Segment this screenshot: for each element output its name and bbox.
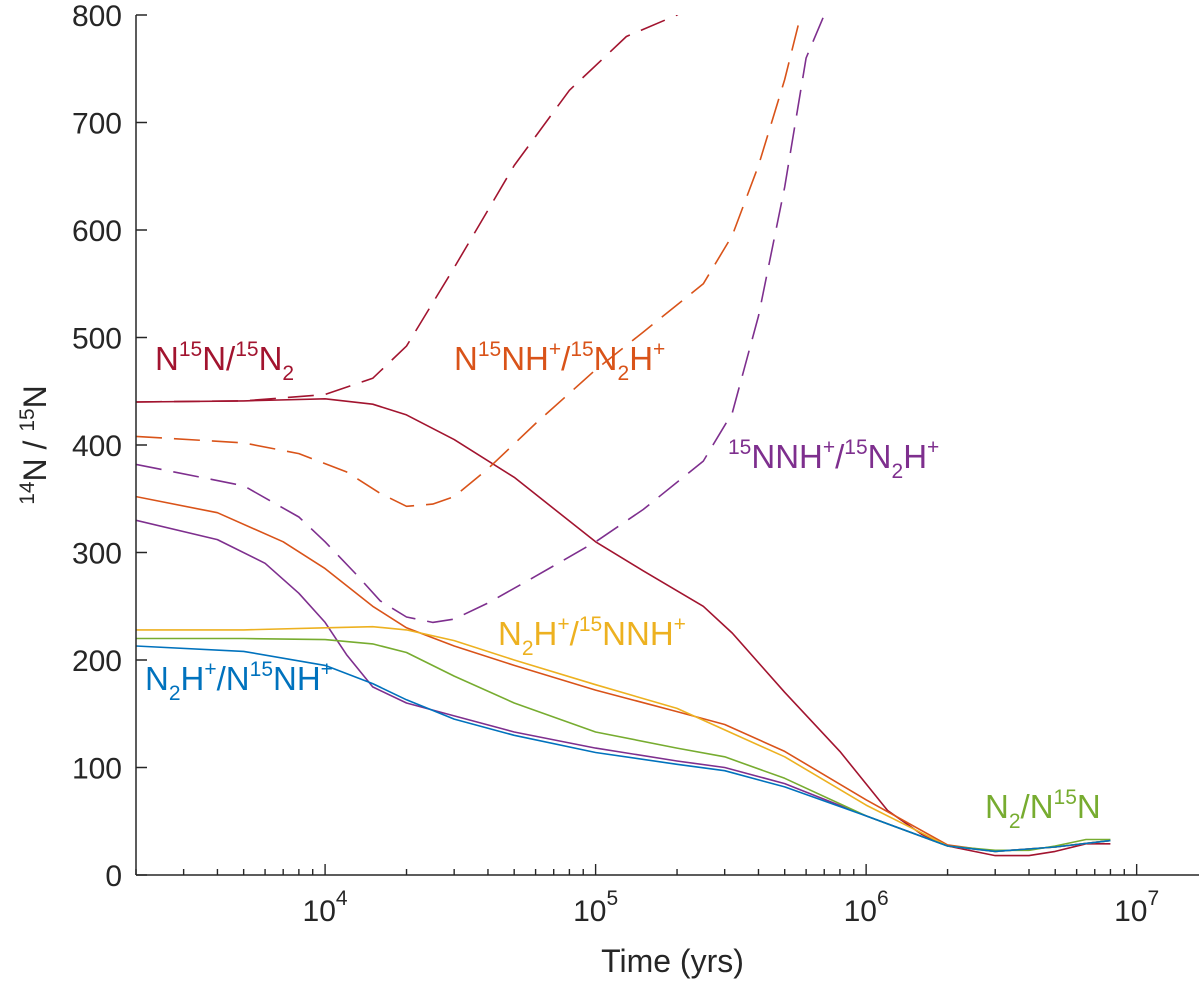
blue-label: N2H+/N15NH+	[145, 658, 333, 705]
label-layer: N15N/15N2 N15NH+/15N2H+ 15NNH+/15N2H+ N2H+/…	[145, 338, 1101, 833]
x-axis-title: Time (yrs)	[601, 943, 744, 979]
y-tick-label-200: 200	[72, 645, 122, 678]
y-tick-label-500: 500	[72, 323, 122, 356]
orange-label: N15NH+/15N2H+	[454, 338, 665, 385]
x-tick-label-6: 106	[844, 887, 889, 928]
y-tick-label-800: 800	[72, 0, 122, 33]
series-line-7	[136, 637, 1111, 852]
x-tick-label-4: 104	[303, 887, 348, 928]
y-tick-label-400: 400	[72, 430, 122, 463]
series-line-4	[136, 15, 825, 624]
axes-layer: 0 100 200 300 400 500 600 700 800 104 105 106 107 Tim…	[16, 0, 1199, 979]
plot-area	[136, 15, 1199, 875]
series-line-0	[136, 15, 679, 403]
series-line-8	[136, 645, 1111, 853]
y-tick-label-700: 700	[72, 108, 122, 141]
purple-label: 15NNH+/15N2H+	[728, 436, 939, 483]
y-tick-label-600: 600	[72, 215, 122, 248]
green-label: N2/N15N	[985, 786, 1101, 833]
y-tick-label-100: 100	[72, 753, 122, 786]
series-layer	[136, 15, 1111, 857]
x-tick-label-5: 105	[573, 887, 618, 928]
series-line-1	[136, 397, 1111, 857]
x-tick-label-7: 107	[1114, 887, 1159, 928]
series-line-2	[136, 15, 802, 508]
yellow-label: N2H+/15NNH+	[498, 613, 686, 660]
y-tick-label-0: 0	[105, 860, 122, 893]
y-axis-title: 14N / 15N	[16, 385, 53, 505]
dark-red-label: N15N/15N2	[155, 338, 294, 385]
y-tick-label-300: 300	[72, 538, 122, 571]
